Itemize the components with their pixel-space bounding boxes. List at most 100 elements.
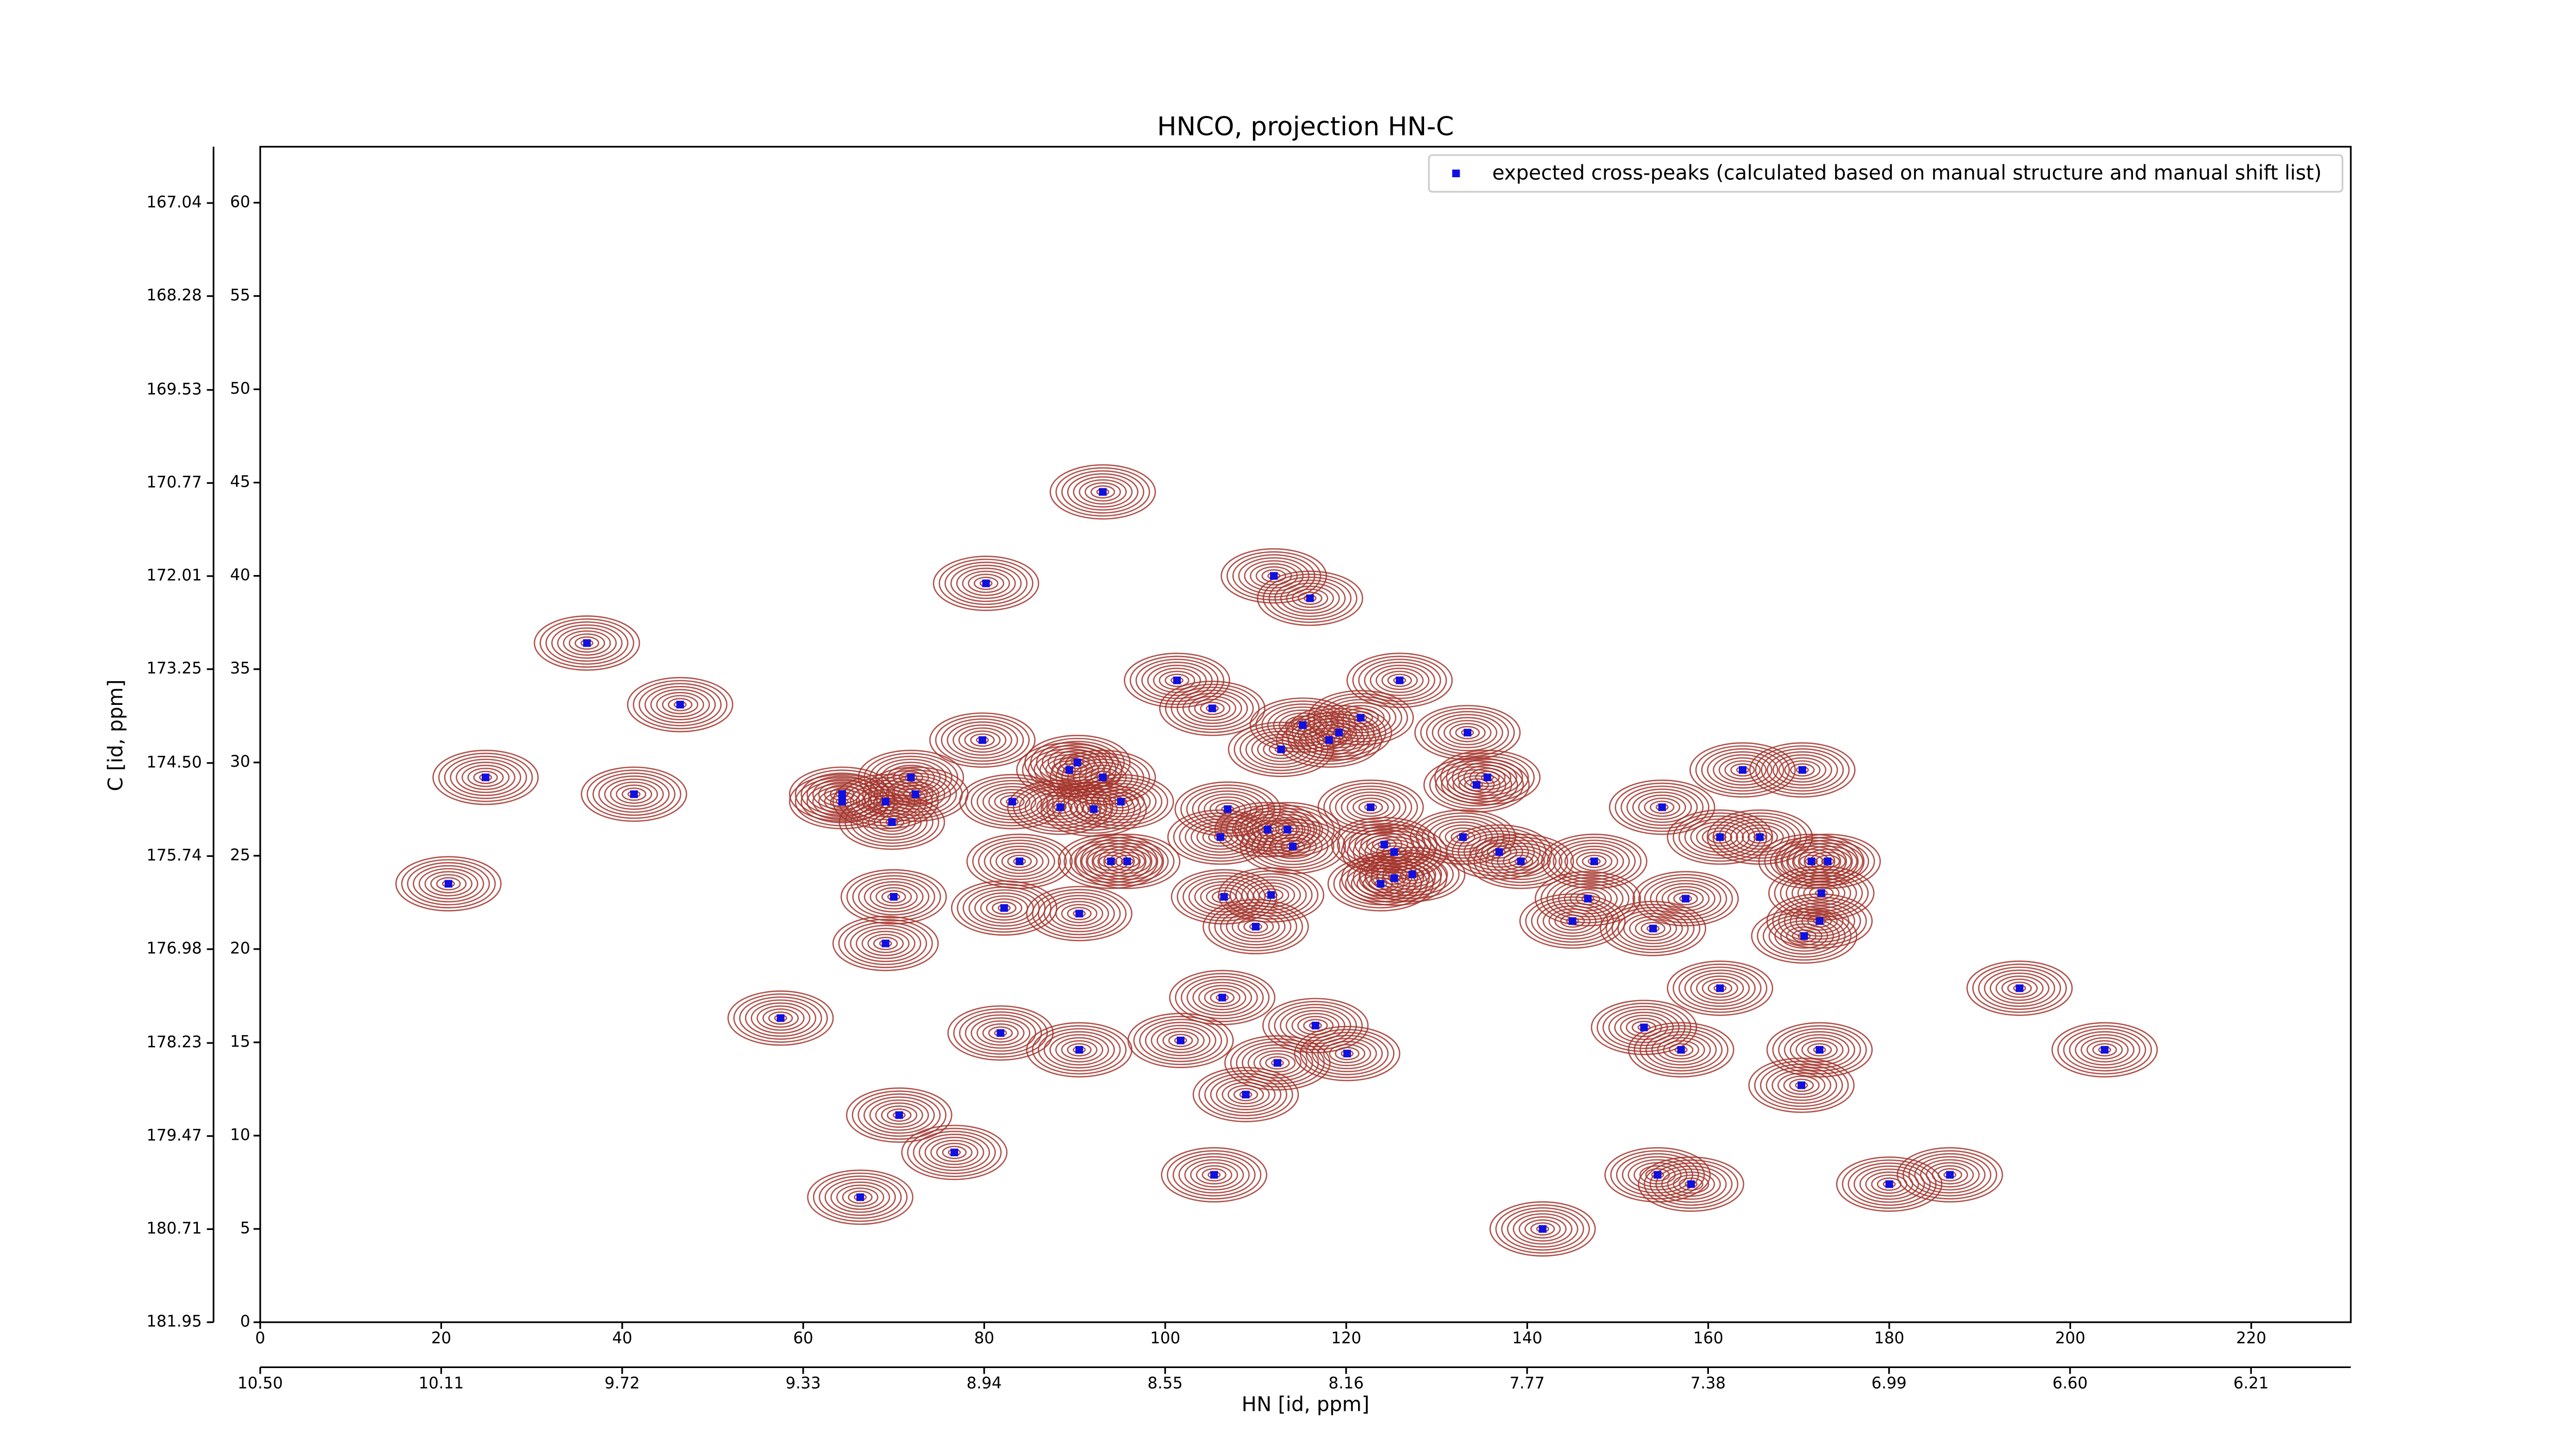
contour	[1791, 929, 1817, 943]
y-tick-label: 45	[230, 473, 250, 491]
contour	[1114, 854, 1140, 868]
contour	[850, 800, 934, 844]
contour	[1458, 762, 1517, 794]
peak-marker	[1817, 889, 1825, 897]
contour	[1548, 908, 1597, 934]
contour	[1182, 693, 1242, 724]
contour	[1187, 978, 1258, 1017]
contour	[852, 1090, 947, 1140]
contour	[1984, 969, 2056, 1007]
contour	[1336, 705, 1385, 731]
contour	[1311, 1035, 1383, 1072]
contour	[944, 562, 1028, 605]
contour	[1519, 893, 1626, 949]
contour	[1165, 683, 1260, 733]
contour	[1446, 755, 1529, 799]
contour	[733, 993, 828, 1043]
x2-tick-label: 9.72	[604, 1374, 639, 1392]
contour	[1331, 702, 1391, 734]
contour	[1171, 686, 1254, 730]
contour	[1058, 833, 1164, 889]
contour	[1073, 476, 1133, 508]
contour	[1546, 877, 1630, 921]
contour	[995, 849, 1044, 874]
contour	[1836, 1156, 1943, 1212]
contour	[1175, 973, 1270, 1022]
contour	[874, 772, 957, 816]
contour	[1707, 751, 1778, 789]
contour	[1655, 1165, 1727, 1203]
contour	[1690, 821, 1750, 853]
contour	[1224, 1035, 1331, 1091]
contour	[1707, 981, 1733, 995]
contour	[1617, 909, 1689, 948]
contour	[1748, 1057, 1855, 1113]
contour	[959, 1011, 1042, 1055]
contour	[1031, 889, 1127, 938]
contour	[455, 762, 516, 794]
contour	[1766, 1022, 1873, 1078]
contour	[650, 689, 710, 720]
y-tick-label: 50	[230, 379, 250, 398]
contour	[964, 730, 1001, 750]
contour	[1803, 883, 1840, 903]
contour	[581, 766, 687, 822]
contours	[395, 464, 2158, 1257]
plot-frame	[259, 146, 2352, 1323]
contour	[1760, 748, 1844, 792]
contour	[1307, 690, 1414, 746]
contour	[1369, 664, 1430, 696]
contour	[1501, 1207, 1584, 1251]
contour	[727, 990, 834, 1046]
contour	[1275, 823, 1300, 837]
contour	[1672, 812, 1768, 862]
x-tick-label: 20	[431, 1329, 451, 1347]
contour	[1650, 880, 1722, 918]
contour	[1475, 770, 1500, 784]
contour	[1286, 585, 1334, 611]
contour	[1426, 711, 1509, 754]
peak-marker	[996, 1029, 1005, 1037]
contour	[844, 797, 940, 847]
peak-marker	[630, 790, 638, 798]
contour	[1786, 839, 1870, 883]
peak-marker	[445, 880, 452, 888]
contour	[930, 1139, 979, 1166]
contour	[887, 765, 935, 790]
contour	[1168, 1034, 1193, 1048]
contour	[1317, 1038, 1377, 1070]
contour	[2075, 1034, 2135, 1066]
contour	[863, 881, 924, 913]
contour	[982, 1023, 1019, 1043]
contour	[1382, 858, 1443, 890]
contour	[1423, 757, 1530, 813]
contour	[1276, 712, 1382, 768]
contour	[858, 878, 929, 916]
y-tick-label: 20	[230, 939, 250, 957]
peak-marker	[1277, 745, 1285, 753]
contour	[846, 1087, 953, 1143]
peak-marker	[911, 790, 920, 798]
contour	[1531, 899, 1614, 943]
contour	[1079, 780, 1163, 823]
peak-marker	[1325, 736, 1333, 744]
contour	[1626, 788, 1698, 826]
peak-marker	[1090, 805, 1098, 813]
contour	[1098, 854, 1124, 868]
peak-marker	[1210, 1171, 1218, 1179]
contour	[568, 633, 605, 653]
contour	[1458, 830, 1541, 874]
contour	[1061, 1040, 1098, 1060]
contour	[1075, 842, 1147, 880]
contour	[1233, 1088, 1258, 1102]
contour	[1334, 1047, 1360, 1060]
contour	[744, 999, 817, 1037]
peak-marker	[950, 1149, 958, 1156]
contour	[819, 1175, 902, 1219]
peak-marker	[1251, 922, 1260, 931]
contour	[1038, 1028, 1121, 1072]
contour	[418, 868, 479, 900]
contour	[1741, 827, 1778, 847]
x2-tick-label: 9.33	[786, 1374, 821, 1392]
peak-marker	[1658, 803, 1666, 812]
